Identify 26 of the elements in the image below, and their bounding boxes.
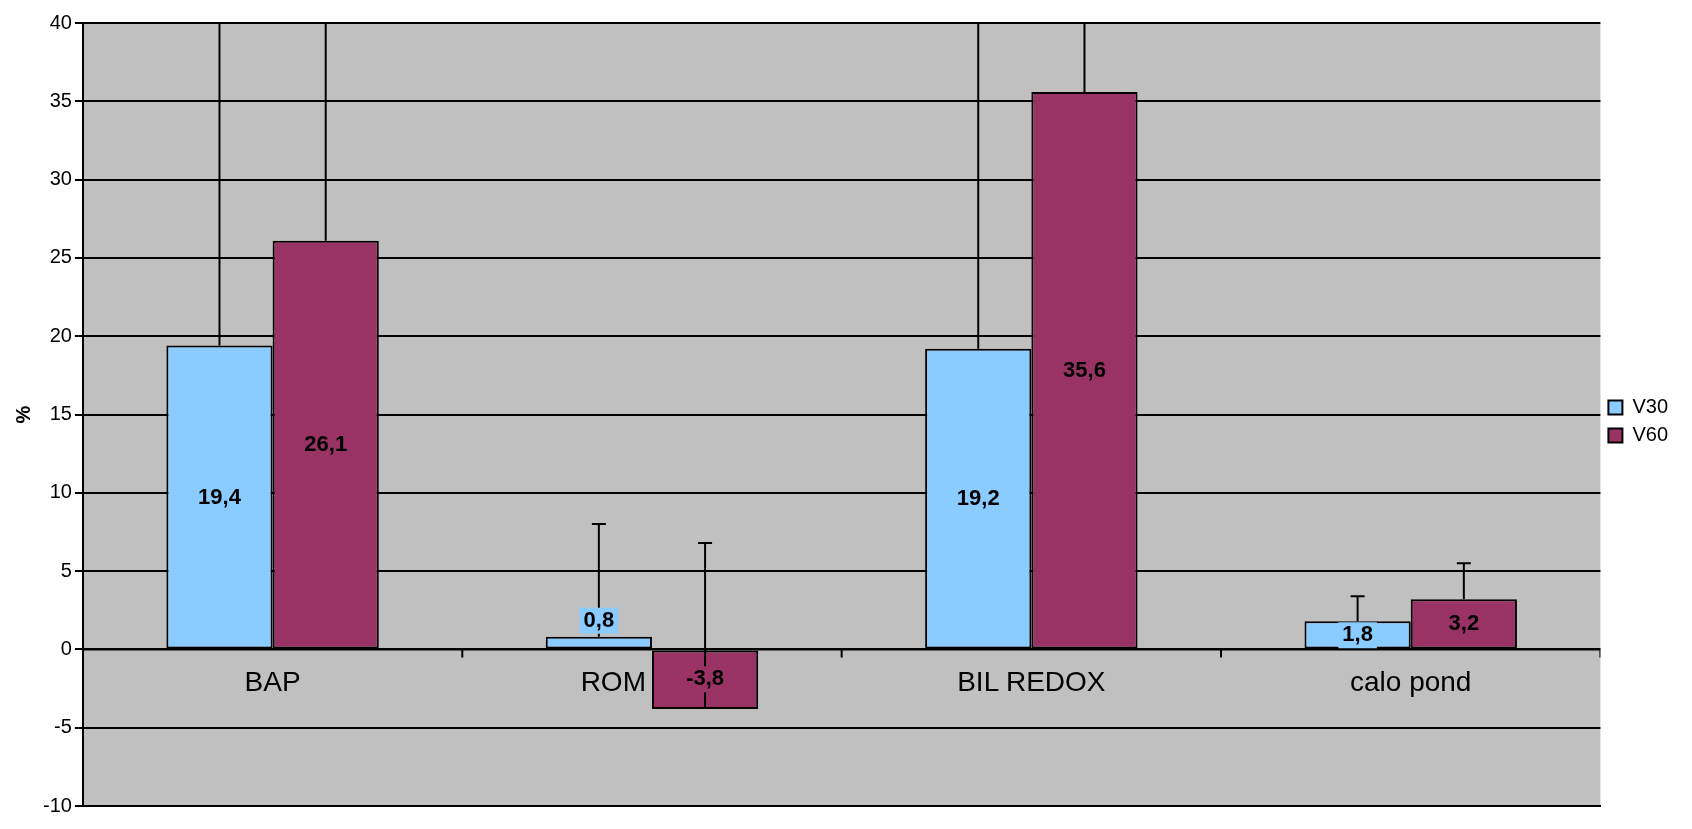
y-tick-label: 5 xyxy=(60,558,72,581)
legend-label: V60 xyxy=(1632,423,1669,446)
y-tick-label: -10 xyxy=(43,793,72,816)
data-label: -3,8 xyxy=(686,665,725,691)
data-label: 26,1 xyxy=(304,431,348,457)
x-tick-label: BIL REDOX xyxy=(957,666,1106,698)
data-label: 19,4 xyxy=(198,483,242,509)
data-label: 0,8 xyxy=(583,606,615,632)
x-tick-label: calo pond xyxy=(1350,666,1472,698)
y-tick-label: 20 xyxy=(49,323,72,346)
y-tick-label: -5 xyxy=(54,715,72,738)
y-tick-label: 0 xyxy=(60,636,72,659)
data-label: 3,2 xyxy=(1448,610,1480,636)
y-tick-label: 30 xyxy=(49,167,72,190)
y-tick-label: 10 xyxy=(49,480,72,503)
data-label: 35,6 xyxy=(1063,356,1106,382)
y-tick-label: 15 xyxy=(49,402,72,425)
data-label: 19,2 xyxy=(956,485,1000,511)
legend-label: V30 xyxy=(1632,395,1669,418)
x-tick-label: ROM xyxy=(580,666,646,698)
data-label: 1,8 xyxy=(1342,621,1373,647)
y-tick-label: 40 xyxy=(49,10,72,33)
y-tick-label: 25 xyxy=(49,245,72,268)
x-tick-label: BAP xyxy=(244,666,301,698)
y-axis-title: % xyxy=(11,405,34,424)
y-tick-label: 35 xyxy=(49,88,72,111)
